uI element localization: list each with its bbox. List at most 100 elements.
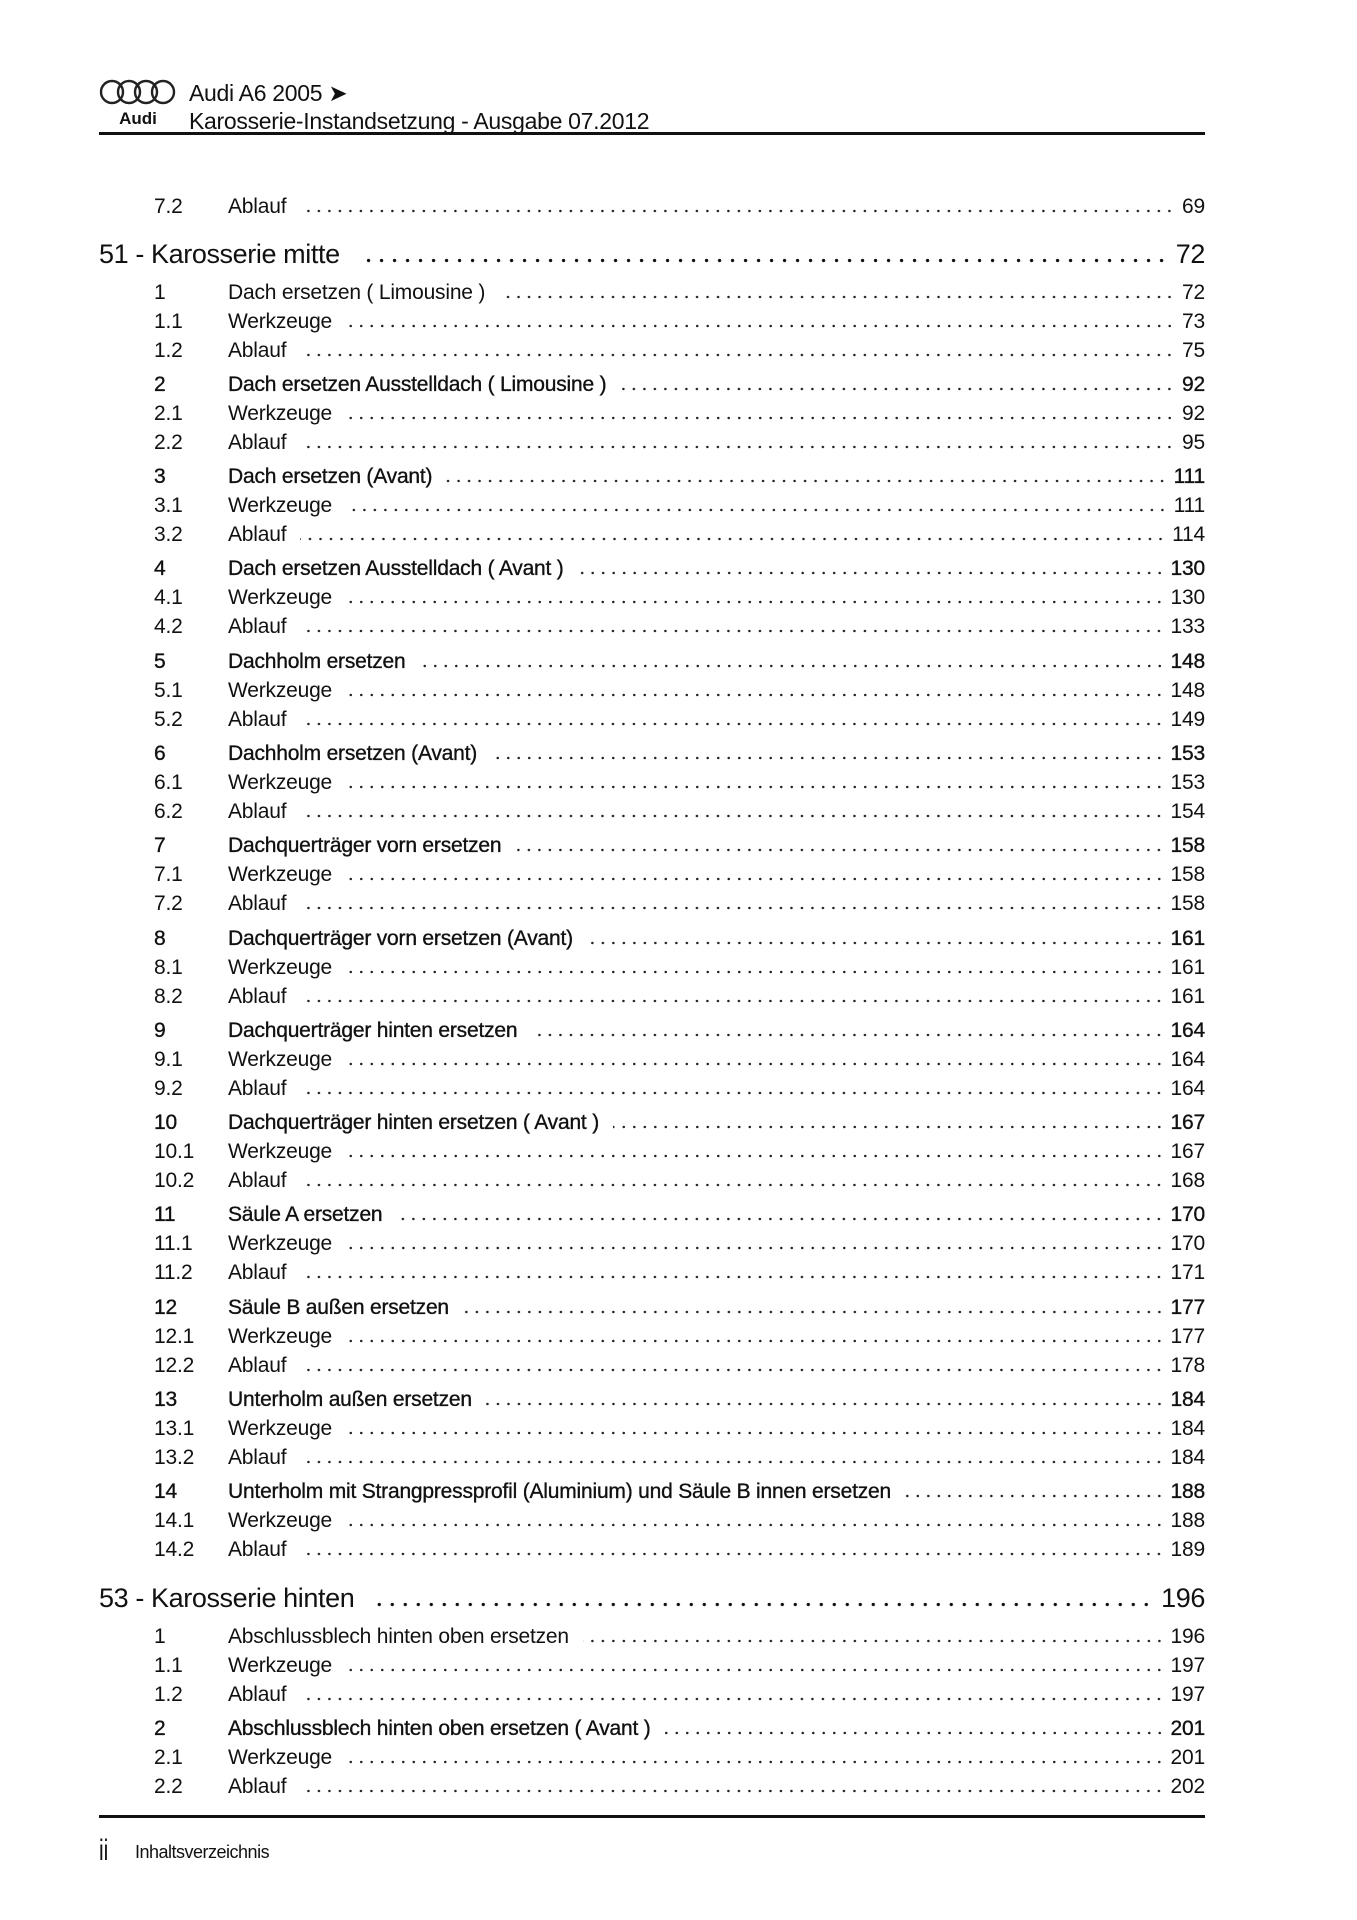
entry-page: 170	[1170, 1203, 1205, 1227]
entry-number: 8.1	[154, 955, 183, 979]
toc-entry[interactable]: 13 Unterholm außen ersetzen 184	[99, 1385, 1206, 1414]
toc-entry[interactable]: 5.2 Ablauf 149	[99, 705, 1205, 734]
toc-entry[interactable]: 2 Abschlussblech hinten oben ersetzen ( A…	[99, 1714, 1206, 1743]
toc-entry[interactable]: 14 Unterholm mit Strangpressprofil (Alumi…	[99, 1477, 1206, 1506]
toc-entry[interactable]: 4 Dach ersetzen Ausstelldach ( Avant ) 130	[99, 554, 1206, 583]
dot-leader	[300, 906, 1165, 911]
toc-entry[interactable]: 3.1 Werkzeuge 111	[99, 491, 1205, 520]
toc-entry[interactable]: 7.1 Werkzeuge 158	[99, 860, 1205, 889]
toc-entry[interactable]: 2.1 Werkzeuge 201	[99, 1743, 1205, 1772]
table-of-contents: 7.2 Ablauf 69 51 - Karosserie mitte 72 1 Dach …	[99, 192, 1205, 1801]
entry-title: Werkzeuge	[228, 1509, 333, 1533]
toc-entry[interactable]: 3 Dach ersetzen (Avant) 111	[99, 462, 1206, 491]
toc-entry[interactable]: 1.2 Ablauf 75	[99, 336, 1205, 365]
toc-entry[interactable]: 14.1 Werkzeuge 188	[99, 1506, 1205, 1535]
entry-number: 11.2	[154, 1261, 193, 1285]
toc-entry[interactable]: 12 Säule B außen ersetzen 177	[99, 1293, 1206, 1322]
toc-entry[interactable]: 13.2 Ablauf 184	[99, 1443, 1205, 1472]
toc-entry[interactable]: 1 Abschlussblech hinten oben ersetzen 196	[99, 1622, 1205, 1651]
entry-number: 7.2	[154, 892, 183, 916]
toc-entry[interactable]: 11 Säule A ersetzen 170	[99, 1200, 1206, 1229]
dot-leader	[346, 1338, 1165, 1343]
entry-title: Ablauf	[228, 1169, 287, 1193]
toc-entry[interactable]: 8.2 Ablauf 161	[99, 982, 1205, 1011]
entry-page: 154	[1170, 799, 1206, 823]
toc-entry[interactable]: 9.1 Werkzeuge 164	[99, 1045, 1205, 1074]
entry-page: 111	[1173, 494, 1206, 518]
toc-entry[interactable]: 12.1 Werkzeuge 177	[99, 1322, 1205, 1351]
toc-entry[interactable]: 5 Dachholm ersetzen 148	[99, 647, 1206, 676]
toc-entry[interactable]: 9 Dachquerträger hinten ersetzen 164	[99, 1016, 1206, 1045]
entry-title: Ablauf	[228, 1538, 287, 1562]
entry-page: 177	[1170, 1295, 1205, 1319]
entry-number: 10.1	[154, 1140, 195, 1164]
header-subtitle: Karosserie-Instandsetzung - Ausgabe 07.2…	[189, 108, 650, 134]
entry-number: 3.2	[154, 523, 183, 547]
toc-entry[interactable]: 1 Dach ersetzen ( Limousine ) 72	[99, 278, 1205, 307]
toc-entry[interactable]: 6.2 Ablauf 154	[99, 797, 1205, 826]
entry-page: 188	[1170, 1509, 1206, 1533]
toc-entry[interactable]: 13.1 Werkzeuge 184	[99, 1414, 1205, 1443]
toc-entry[interactable]: 9.2 Ablauf 164	[99, 1074, 1205, 1103]
dot-leader	[346, 1760, 1165, 1765]
toc-entry[interactable]: 5.1 Werkzeuge 148	[99, 676, 1205, 705]
toc-entry[interactable]: 2 Dach ersetzen Ausstelldach ( Limousine …	[99, 370, 1206, 399]
entry-title: Werkzeuge	[228, 955, 333, 979]
toc-entry[interactable]: 2.1 Werkzeuge 92	[99, 399, 1205, 428]
dot-leader	[300, 352, 1175, 357]
toc-entry[interactable]: 10.1 Werkzeuge 167	[99, 1137, 1205, 1166]
dot-leader	[515, 848, 1165, 853]
chapter-heading[interactable]: 51 - Karosserie mitte 72	[99, 236, 1205, 273]
entry-page: 158	[1170, 834, 1205, 858]
toc-entry[interactable]: 3.2 Ablauf 114	[99, 520, 1205, 549]
toc-entry[interactable]: 10.2 Ablauf 168	[99, 1166, 1205, 1195]
dot-leader	[300, 813, 1165, 818]
chapter-title: 53 - Karosserie hinten	[99, 1583, 355, 1614]
toc-entry[interactable]: 11.1 Werkzeuge 170	[99, 1229, 1205, 1258]
toc-entry[interactable]: 8 Dachquerträger vorn ersetzen (Avant) 161	[99, 924, 1206, 953]
entry-title: Werkzeuge	[228, 1746, 333, 1770]
toc-entry[interactable]: 4.2 Ablauf 133	[99, 612, 1205, 641]
entry-number: 9	[154, 1018, 166, 1042]
entry-title: Unterholm mit Strangpressprofil (Alumini…	[228, 1480, 892, 1504]
toc-entry[interactable]: 12.2 Ablauf 178	[99, 1351, 1205, 1380]
toc-entry[interactable]: 8.1 Werkzeuge 161	[99, 953, 1205, 982]
dot-leader	[346, 692, 1165, 697]
audi-rings-icon: Audi	[99, 79, 176, 128]
toc-entry[interactable]: 14.2 Ablauf 189	[99, 1535, 1205, 1564]
entry-page: 111	[1173, 465, 1205, 489]
dot-leader	[586, 940, 1165, 945]
toc-entry[interactable]: 7.2 Ablauf 69	[99, 192, 1205, 221]
entry-number: 12	[154, 1295, 178, 1319]
entry-title: Säule B außen ersetzen	[228, 1295, 449, 1319]
toc-entry[interactable]: 6 Dachholm ersetzen (Avant) 153	[99, 739, 1206, 768]
entry-title: Abschlussblech hinten oben ersetzen	[228, 1624, 569, 1648]
entry-page: 148	[1170, 678, 1206, 702]
entry-number: 2	[154, 372, 166, 396]
entry-page: 72	[1182, 280, 1205, 304]
toc-entry[interactable]: 7.2 Ablauf 158	[99, 889, 1205, 918]
toc-entry[interactable]: 4.1 Werkzeuge 130	[99, 583, 1205, 612]
dot-leader	[300, 1552, 1165, 1557]
toc-entry[interactable]: 7 Dachquerträger vorn ersetzen 158	[99, 831, 1206, 860]
dot-leader	[664, 1731, 1165, 1736]
entry-page: 148	[1170, 649, 1205, 673]
entry-title: Ablauf	[228, 1682, 287, 1706]
toc-entry[interactable]: 1.1 Werkzeuge 73	[99, 307, 1205, 336]
toc-entry[interactable]: 1.1 Werkzeuge 197	[99, 1651, 1205, 1680]
entry-number: 9.1	[154, 1047, 183, 1071]
toc-entry[interactable]: 11.2 Ablauf 171	[99, 1258, 1205, 1287]
entry-title: Dach ersetzen (Avant)	[228, 465, 433, 489]
toc-entry[interactable]: 1.2 Ablauf 197	[99, 1680, 1205, 1709]
entry-title: Ablauf	[228, 195, 287, 218]
entry-page: 158	[1170, 892, 1206, 916]
chapter-heading[interactable]: 53 - Karosserie hinten 196	[99, 1580, 1205, 1617]
entry-page: 171	[1170, 1261, 1206, 1285]
toc-entry[interactable]: 2.2 Ablauf 202	[99, 1772, 1205, 1801]
toc-entry[interactable]: 2.2 Ablauf 95	[99, 428, 1205, 457]
entry-title: Dachholm ersetzen	[228, 649, 406, 673]
toc-entry[interactable]: 6.1 Werkzeuge 153	[99, 768, 1205, 797]
entry-title: Dach ersetzen Ausstelldach ( Limousine )	[228, 372, 607, 396]
dot-leader	[346, 1154, 1165, 1159]
toc-entry[interactable]: 10 Dachquerträger hinten ersetzen ( Avant…	[99, 1108, 1206, 1137]
